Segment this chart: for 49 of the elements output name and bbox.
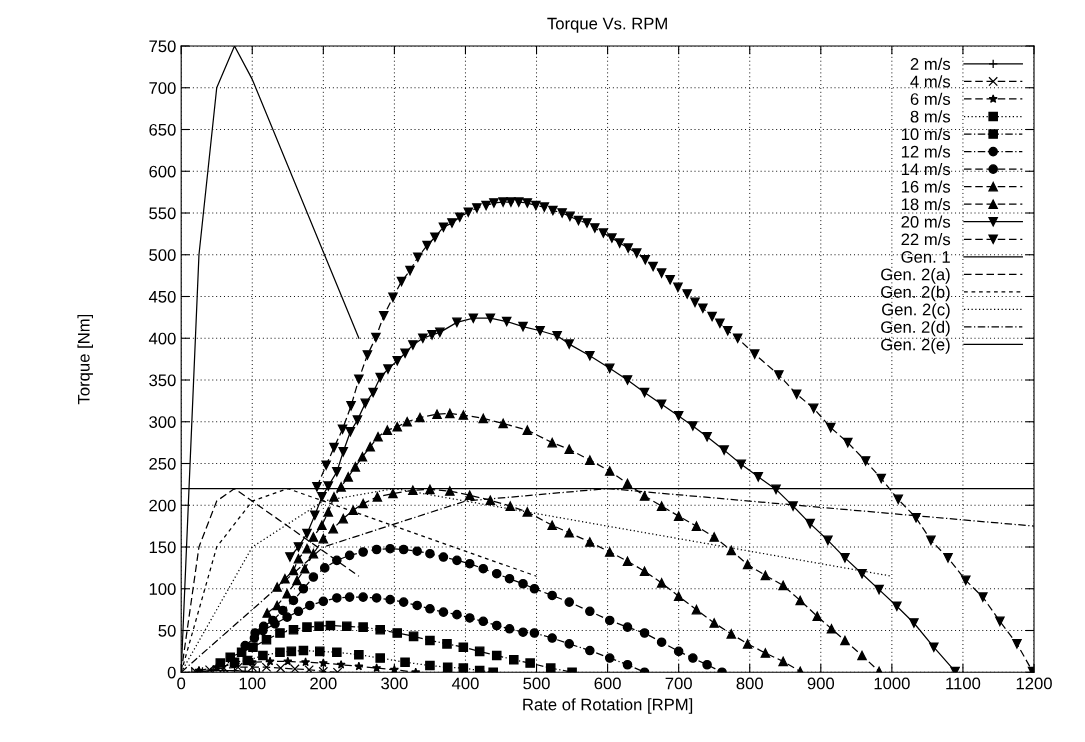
y-tick-label: 300 [149,416,176,428]
legend-label: 16 m/s [901,180,951,193]
legend-label: 6 m/s [910,92,951,105]
y-tick-label: 400 [148,332,176,345]
legend-label: 14 m/s [901,162,951,176]
legend-label: Gen. 2(d) [881,320,950,337]
x-tick-label: 400 [451,677,479,690]
y-tick-label: 200 [149,499,176,512]
legend-label: Gen. 2(e) [881,338,950,354]
legend-label: Gen. 1 [901,251,950,263]
legend-label: 20 m/s [901,215,951,228]
y-tick-label: 350 [149,374,176,387]
y-tick-label: 250 [149,457,176,470]
legend-label: 22 m/s [901,233,951,246]
x-tick-label: 700 [665,677,692,690]
y-tick-label: 500 [149,249,176,261]
x-tick-label: 1200 [1016,677,1052,690]
y-tick-label: 150 [149,541,176,554]
y-axis-title: Torque [Nm] [77,314,93,405]
legend-label: Gen. 2(c) [882,303,950,319]
x-tick-label: 1000 [874,677,910,690]
x-tick-label: 300 [381,677,408,690]
x-tick-label: 100 [239,677,266,690]
legend-label: 8 m/s [910,110,951,123]
legend-label: Gen. 2(b) [881,285,950,302]
y-tick-label: 700 [149,82,176,94]
x-tick-label: 0 [177,677,186,690]
legend-label: Gen. 2(a) [881,268,950,284]
legend-label: 18 m/s [901,197,951,211]
y-tick-label: 750 [149,40,176,53]
legend-label: 2 m/s [910,57,951,70]
legend-label: 4 m/s [910,75,951,88]
x-tick-label: 500 [523,677,550,690]
y-tick-label: 50 [158,624,176,637]
y-tick-label: 600 [149,165,176,178]
legend-label: 10 m/s [901,127,951,141]
y-tick-label: 650 [149,123,176,136]
x-tick-label: 800 [736,677,763,690]
x-tick-label: 200 [310,677,337,690]
x-tick-label: 600 [594,677,621,690]
y-tick-label: 550 [149,207,176,220]
legend-label: 12 m/s [901,145,951,158]
y-tick-label: 0 [167,666,176,679]
x-tick-label: 1100 [946,677,981,690]
x-tick-label: 900 [807,677,835,690]
chart-title: Torque Vs. RPM [547,17,667,33]
y-tick-label: 450 [148,290,176,303]
y-tick-label: 100 [149,583,176,595]
x-axis-title: Rate of Rotation [RPM] [523,698,693,714]
